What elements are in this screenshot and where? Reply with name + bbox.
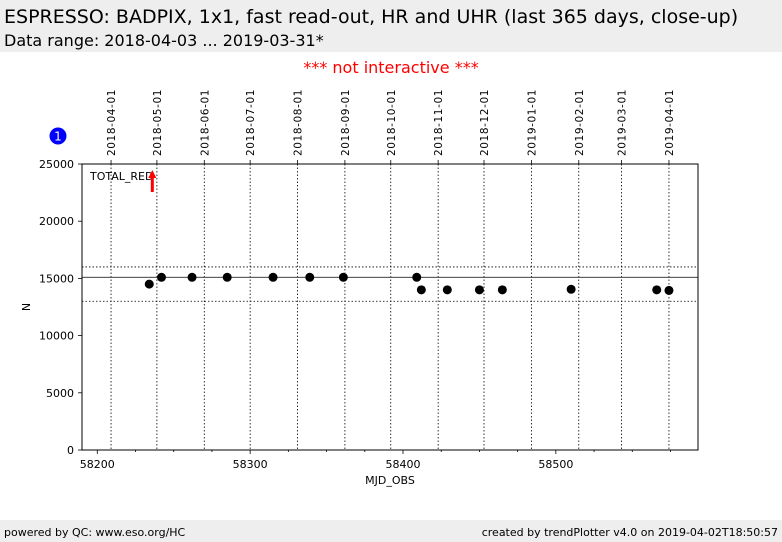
footer-created-by: created by trendPlotter v4.0 on 2019-04-…: [481, 526, 778, 539]
top-axis-date-label: 2018-06-01: [199, 89, 211, 156]
data-point: [156, 272, 166, 282]
top-axis-date-label: 2018-09-01: [340, 89, 352, 156]
plot-number-label: 1: [54, 130, 62, 144]
y-tick-label: 0: [67, 444, 74, 457]
x-tick-label: 58500: [538, 458, 573, 471]
top-axis-date-label: 2018-11-01: [433, 89, 445, 156]
data-point: [442, 285, 452, 295]
footer-powered-by: powered by QC: www.eso.org/HC: [4, 526, 186, 539]
top-axis-date-label: 2018-12-01: [479, 89, 491, 156]
data-point: [474, 285, 484, 295]
top-axis-date-label: 2019-03-01: [617, 89, 629, 156]
plot-number-badge: [49, 127, 67, 145]
top-axis-date-label: 2018-05-01: [152, 89, 164, 156]
data-point: [268, 272, 278, 282]
data-point: [187, 272, 197, 282]
top-axis-date-label: 2018-10-01: [386, 89, 398, 156]
data-point: [412, 272, 422, 282]
series-label: TOTAL_RED: [89, 170, 153, 183]
y-tick-label: 5000: [46, 387, 74, 400]
x-tick-label: 58400: [385, 458, 420, 471]
data-point: [305, 272, 315, 282]
data-point: [664, 285, 674, 295]
data-range-subtitle: Data range: 2018-04-03 ... 2019-03-31*: [4, 31, 324, 50]
top-axis-date-label: 2018-07-01: [245, 89, 257, 156]
data-point: [416, 285, 426, 295]
x-axis-label: MJD_OBS: [365, 474, 415, 487]
y-tick-label: 20000: [39, 215, 74, 228]
plot-frame: [81, 163, 699, 451]
data-point: [144, 279, 154, 289]
not-interactive-notice: *** not interactive ***: [303, 58, 479, 77]
y-tick-label: 10000: [39, 330, 74, 343]
footer-band: [0, 520, 782, 542]
y-tick-label: 25000: [39, 158, 74, 171]
data-point: [222, 272, 232, 282]
data-point: [652, 285, 662, 295]
top-axis-date-label: 2019-01-01: [526, 89, 538, 156]
x-tick-label: 58300: [233, 458, 268, 471]
top-axis-date-label: 2018-04-01: [106, 89, 118, 156]
top-axis-date-label: 2019-02-01: [574, 89, 586, 156]
x-tick-label: 58200: [80, 458, 115, 471]
outlier-arrow-head: [148, 170, 157, 178]
data-point: [566, 284, 576, 294]
y-tick-label: 15000: [39, 272, 74, 285]
data-point: [497, 285, 507, 295]
data-point: [338, 272, 348, 282]
top-axis-date-label: 2019-04-01: [664, 89, 676, 156]
header-band: [0, 0, 782, 52]
top-axis-date-label: 2018-08-01: [293, 89, 305, 156]
y-axis-label: N: [20, 303, 33, 311]
page-title: ESPRESSO: BADPIX, 1x1, fast read-out, HR…: [4, 6, 739, 28]
